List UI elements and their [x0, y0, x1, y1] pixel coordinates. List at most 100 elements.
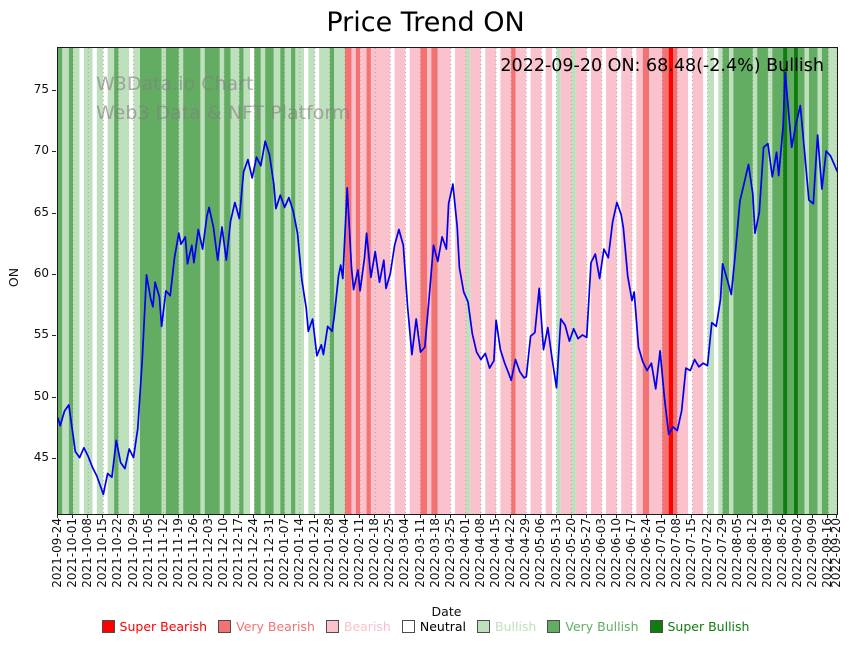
x-tick-label: 2022-07-29 — [714, 518, 729, 588]
x-tick-mark — [253, 514, 255, 518]
x-tick-mark — [691, 514, 693, 518]
sentiment-band-bullish — [118, 48, 130, 514]
sentiment-band-neutral — [129, 48, 134, 514]
x-tick-label: 2022-06-17 — [624, 518, 638, 588]
sentiment-band-bearish — [394, 48, 406, 514]
x-tick-label: 2022-09-02 — [790, 518, 805, 588]
legend-label: Neutral — [419, 619, 466, 634]
x-tick-label: 2022-07-15 — [684, 518, 699, 588]
y-tick-label: 70 — [33, 143, 49, 158]
sentiment-band-neutral — [250, 48, 255, 514]
sentiment-band-bullish — [178, 48, 184, 514]
x-tick-label: 2022-04-15 — [488, 518, 503, 588]
sentiment-band-very_bullish — [798, 48, 805, 514]
sentiment-band-bearish — [649, 48, 663, 514]
x-tick-mark — [495, 514, 497, 518]
x-tick-label: 2022-02-11 — [352, 518, 367, 588]
x-tick-label: 2022-08-19 — [759, 518, 774, 588]
sentiment-band-bearish — [636, 48, 643, 514]
sentiment-band-very_bullish — [224, 48, 231, 514]
x-tick-label: 2022-02-18 — [367, 518, 382, 588]
x-tick-label: 2021-12-10 — [216, 518, 231, 588]
x-tick-mark — [570, 514, 572, 518]
x-tick-label: 2022-01-28 — [321, 518, 336, 588]
sentiment-band-neutral — [586, 48, 591, 514]
x-tick-mark — [736, 514, 738, 518]
x-tick-label: 2022-07-22 — [699, 518, 714, 588]
legend-label: Super Bearish — [119, 619, 208, 634]
x-tick-label: 2022-08-26 — [775, 518, 790, 588]
legend-item-super-bullish: Super Bullish — [649, 619, 749, 634]
sentiment-band-very_bearish — [431, 48, 438, 514]
sentiment-band-very_bearish — [355, 48, 361, 514]
x-tick-mark — [162, 514, 164, 518]
x-tick-mark — [374, 514, 376, 518]
legend-item-very-bullish: Very Bullish — [547, 619, 639, 634]
sentiment-band-neutral — [703, 48, 708, 514]
sentiment-band-neutral — [496, 48, 501, 514]
x-tick-label: 2022-06-03 — [593, 518, 608, 588]
x-tick-label: 2021-10-01 — [65, 518, 80, 588]
x-tick-mark — [359, 514, 361, 518]
x-tick-label: 2022-01-07 — [276, 518, 291, 588]
legend-label: Bullish — [495, 619, 537, 634]
sentiment-band-bullish — [200, 48, 205, 514]
sentiment-band-neutral — [601, 48, 607, 514]
y-tick-label: 45 — [33, 449, 49, 464]
sentiment-band-neutral — [526, 48, 531, 514]
sentiment-band-bearish — [621, 48, 632, 514]
y-tick-label: 65 — [33, 204, 49, 219]
x-tick-label: 2021-11-12 — [155, 518, 170, 588]
x-tick-label: 2022-01-21 — [306, 518, 321, 588]
x-tick-mark — [555, 514, 557, 518]
x-tick-label: 2022-05-06 — [533, 518, 548, 588]
sentiment-band-super_bullish — [783, 48, 788, 514]
sentiment-band-bullish — [465, 48, 471, 514]
sentiment-band-neutral — [480, 48, 486, 514]
legend-swatch — [401, 620, 415, 633]
x-tick-mark — [434, 514, 436, 518]
x-tick-label: 2021-09-24 — [50, 518, 64, 588]
sentiment-band-bearish — [360, 48, 367, 514]
legend-item-very-bearish: Very Bearish — [218, 619, 315, 634]
sentiment-band-very_bullish — [204, 48, 220, 514]
x-tick-mark — [102, 514, 104, 518]
x-tick-mark — [268, 514, 270, 518]
legend-item-bearish: Bearish — [325, 619, 391, 634]
sentiment-band-bearish — [437, 48, 451, 514]
sentiment-band-bullish — [107, 48, 115, 514]
chart-title: Price Trend ON — [326, 7, 525, 38]
x-tick-label: 2021-10-08 — [80, 518, 95, 588]
x-tick-mark — [646, 514, 648, 518]
sentiment-band-bearish — [500, 48, 512, 514]
x-tick-mark — [449, 514, 451, 518]
sentiment-band-bullish — [707, 48, 714, 514]
x-tick-mark — [797, 514, 799, 518]
legend-label: Bearish — [343, 619, 391, 634]
legend-swatch — [477, 620, 490, 633]
legend-swatch — [547, 620, 561, 633]
legend-swatch — [218, 620, 232, 633]
sentiment-band-very_bearish — [420, 48, 427, 514]
sentiment-band-bullish — [718, 48, 723, 514]
y-tick-mark — [52, 396, 56, 398]
x-tick-label: 2021-11-19 — [170, 518, 185, 588]
sentiment-band-bearish — [692, 48, 704, 514]
x-tick-label: 2022-04-08 — [472, 518, 487, 588]
x-tick-mark — [706, 514, 708, 518]
legend-swatch — [649, 620, 663, 633]
x-tick-mark — [721, 514, 723, 518]
sentiment-band-bullish — [334, 48, 345, 514]
x-tick-label: 2022-08-12 — [744, 518, 759, 588]
y-tick-label: 55 — [33, 327, 49, 342]
sentiment-band-very_bullish — [733, 48, 753, 514]
legend-swatch — [325, 620, 339, 633]
x-tick-label: 2022-09-09 — [805, 518, 820, 588]
sentiment-band-bullish — [73, 48, 80, 514]
sentiment-band-very_bullish — [821, 48, 829, 514]
sentiment-band-bullish — [308, 48, 315, 514]
x-tick-mark — [766, 514, 768, 518]
x-tick-mark — [223, 514, 225, 518]
sentiment-band-neutral — [450, 48, 456, 514]
